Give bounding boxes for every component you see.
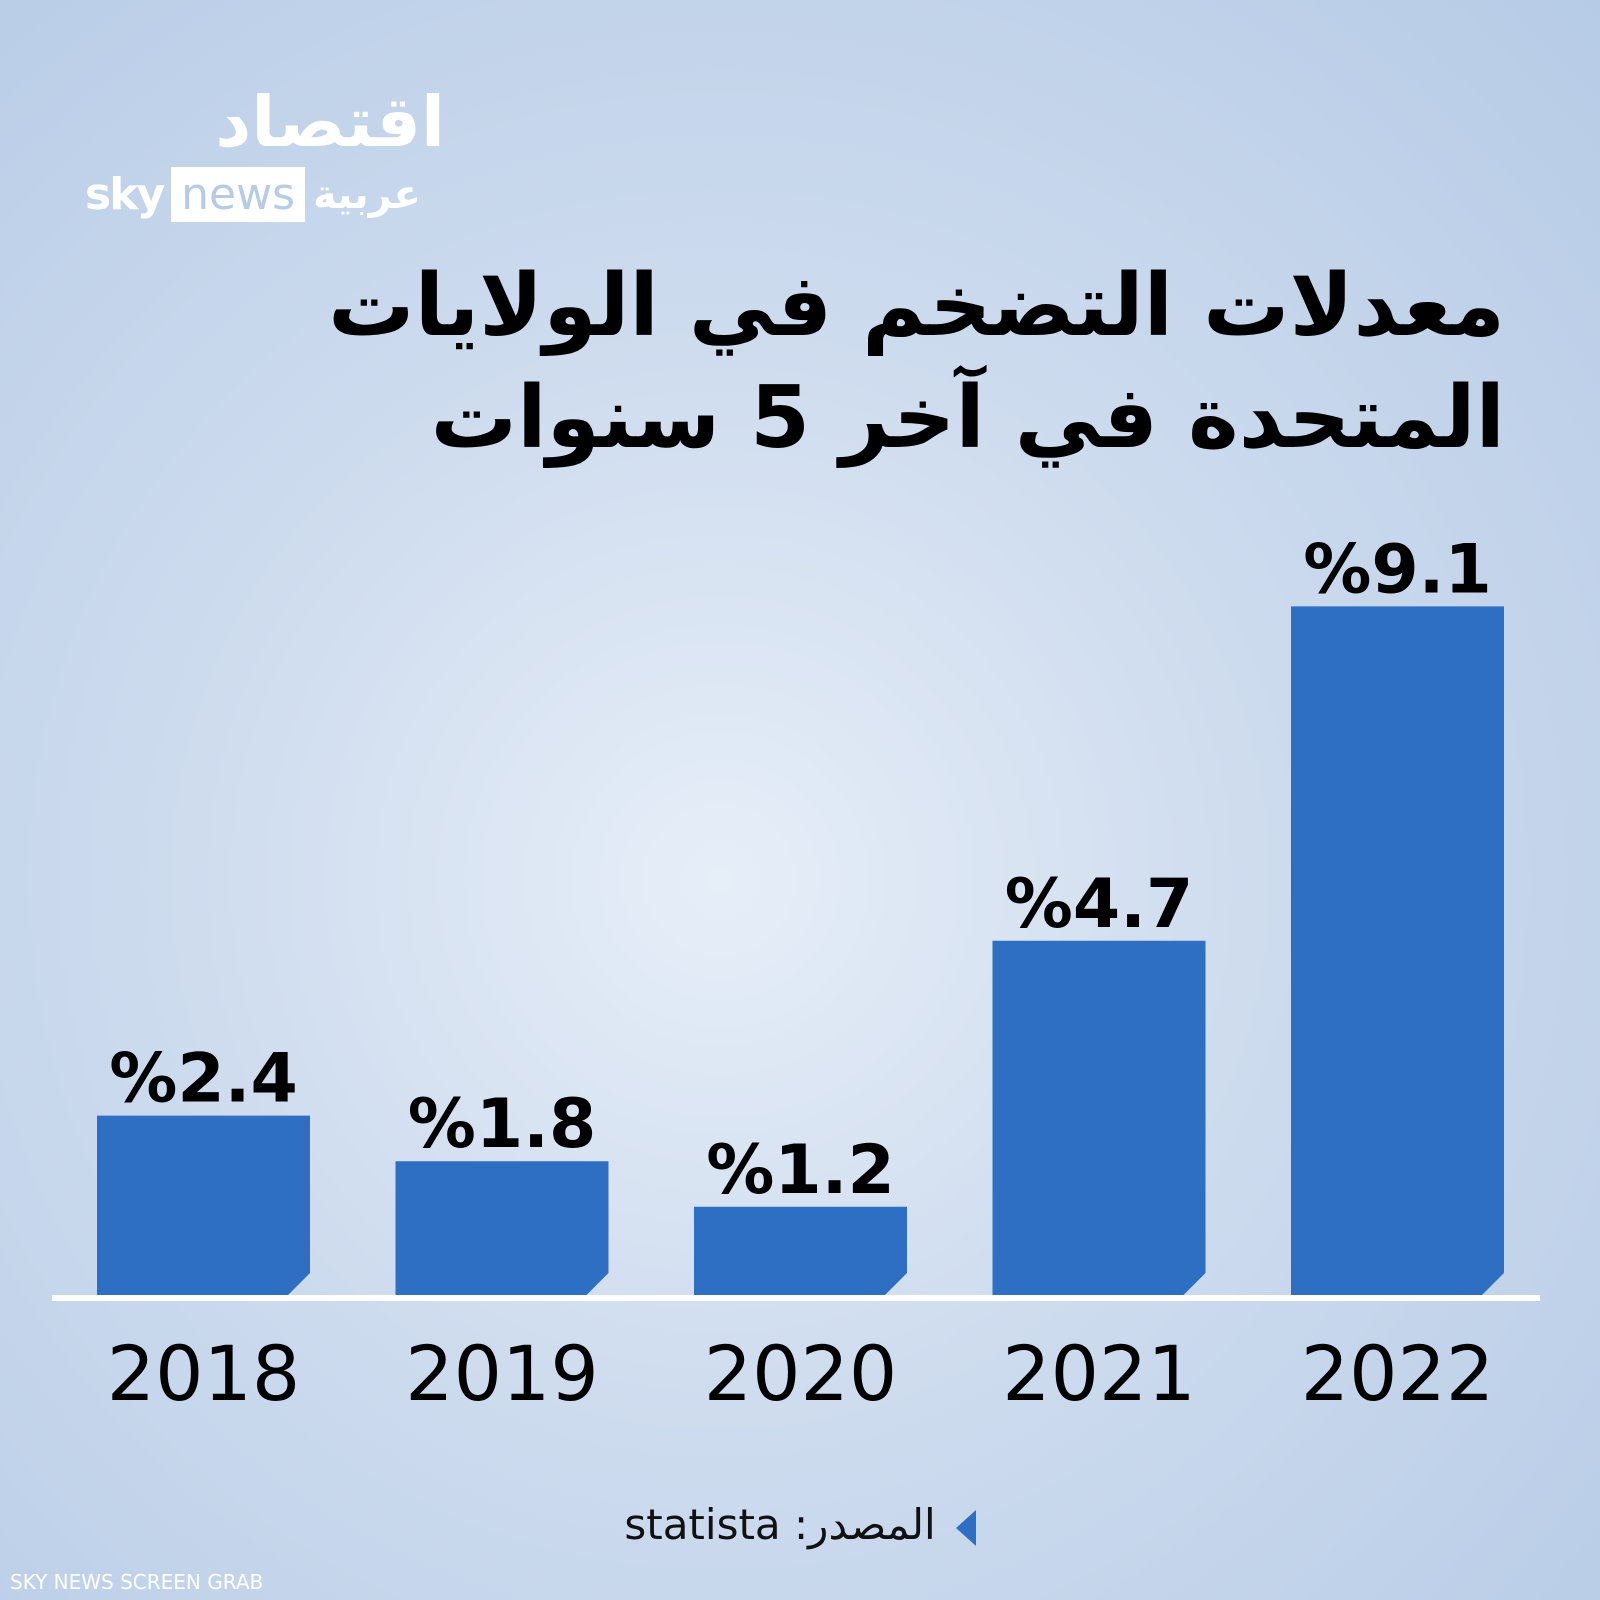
x-tick-label: 2018 [107,1329,300,1418]
x-tick-label: 2021 [1002,1329,1195,1418]
value-label: %1.2 [706,1131,895,1210]
source-marker [955,1509,976,1546]
logo-name: اقتصاد [215,81,445,163]
bar [694,1206,907,1295]
x-tick-label: 2019 [405,1329,598,1418]
bar [1291,606,1504,1295]
logo-arabic: عربية [313,171,421,218]
logo-news: news [171,167,306,222]
bar [992,940,1206,1295]
bar [97,1115,310,1295]
bar [395,1161,609,1295]
chart: %2.4 2018 %1.8 2019 %1.2 2020 %4.7 2021 %9.1 2022 [97,530,1504,1418]
chart-title: معدلات التضخم في الولايات المتحدة في آخر… [328,256,1505,468]
value-label: %4.7 [1005,865,1194,944]
value-label: %1.8 [408,1085,597,1164]
value-label: %9.1 [1303,530,1492,609]
watermark: SKY NEWS SCREEN GRAB [10,1570,264,1594]
x-tick-label: 2020 [704,1329,897,1418]
logo: اقتصاد sky news عربية [85,80,445,222]
value-label: %2.4 [109,1040,298,1119]
x-tick-label: 2022 [1301,1329,1494,1418]
logo-sky: sky [85,169,165,220]
source: المصدر: statista [0,1500,1600,1549]
source-text: المصدر: statista [624,1500,936,1549]
logo-row: sky news عربية [85,167,445,222]
